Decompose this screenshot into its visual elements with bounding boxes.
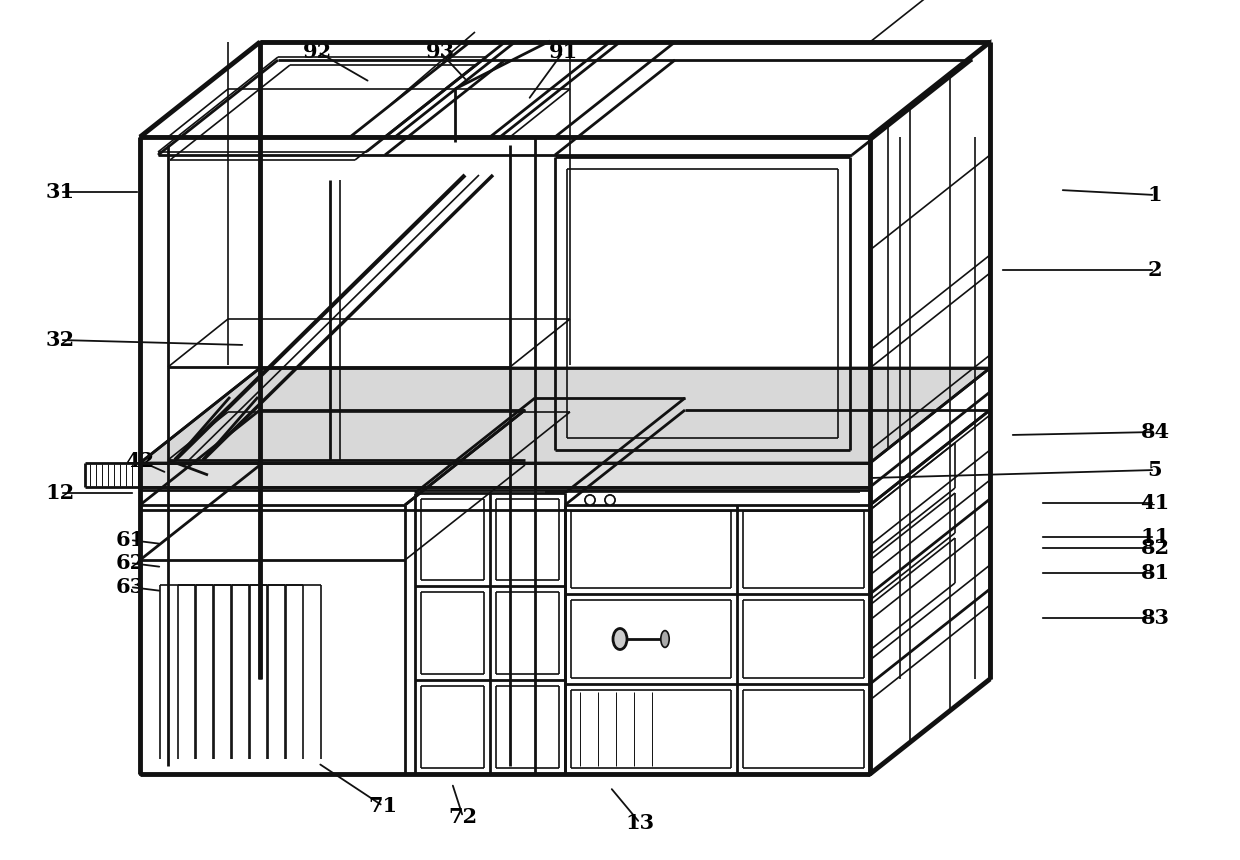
- Circle shape: [605, 495, 615, 505]
- Text: 92: 92: [304, 42, 332, 62]
- Circle shape: [585, 495, 595, 505]
- Polygon shape: [140, 463, 870, 487]
- Text: 63: 63: [115, 577, 145, 597]
- Text: 41: 41: [1141, 493, 1169, 513]
- Text: 91: 91: [548, 42, 578, 62]
- Text: 13: 13: [625, 813, 655, 833]
- Text: 84: 84: [1141, 422, 1169, 442]
- Circle shape: [605, 495, 615, 505]
- Text: 12: 12: [46, 483, 74, 503]
- Text: 32: 32: [46, 330, 74, 350]
- Text: 2: 2: [1148, 260, 1162, 280]
- Text: 11: 11: [1141, 527, 1169, 547]
- Ellipse shape: [613, 629, 627, 649]
- Text: 61: 61: [115, 530, 145, 550]
- Text: 83: 83: [1141, 608, 1169, 628]
- Text: 81: 81: [1141, 563, 1169, 583]
- Polygon shape: [140, 368, 990, 463]
- Text: 72: 72: [449, 807, 477, 827]
- Text: 42: 42: [125, 451, 155, 471]
- Text: 93: 93: [425, 42, 455, 62]
- Polygon shape: [140, 137, 870, 774]
- Text: 82: 82: [1141, 538, 1169, 558]
- Text: 71: 71: [368, 796, 398, 816]
- Polygon shape: [140, 42, 990, 137]
- Text: 1: 1: [1148, 185, 1162, 205]
- Text: 62: 62: [115, 553, 145, 573]
- Circle shape: [585, 495, 595, 505]
- Text: 5: 5: [1148, 460, 1162, 480]
- Polygon shape: [870, 42, 990, 774]
- Text: 31: 31: [46, 182, 74, 202]
- Ellipse shape: [661, 630, 670, 648]
